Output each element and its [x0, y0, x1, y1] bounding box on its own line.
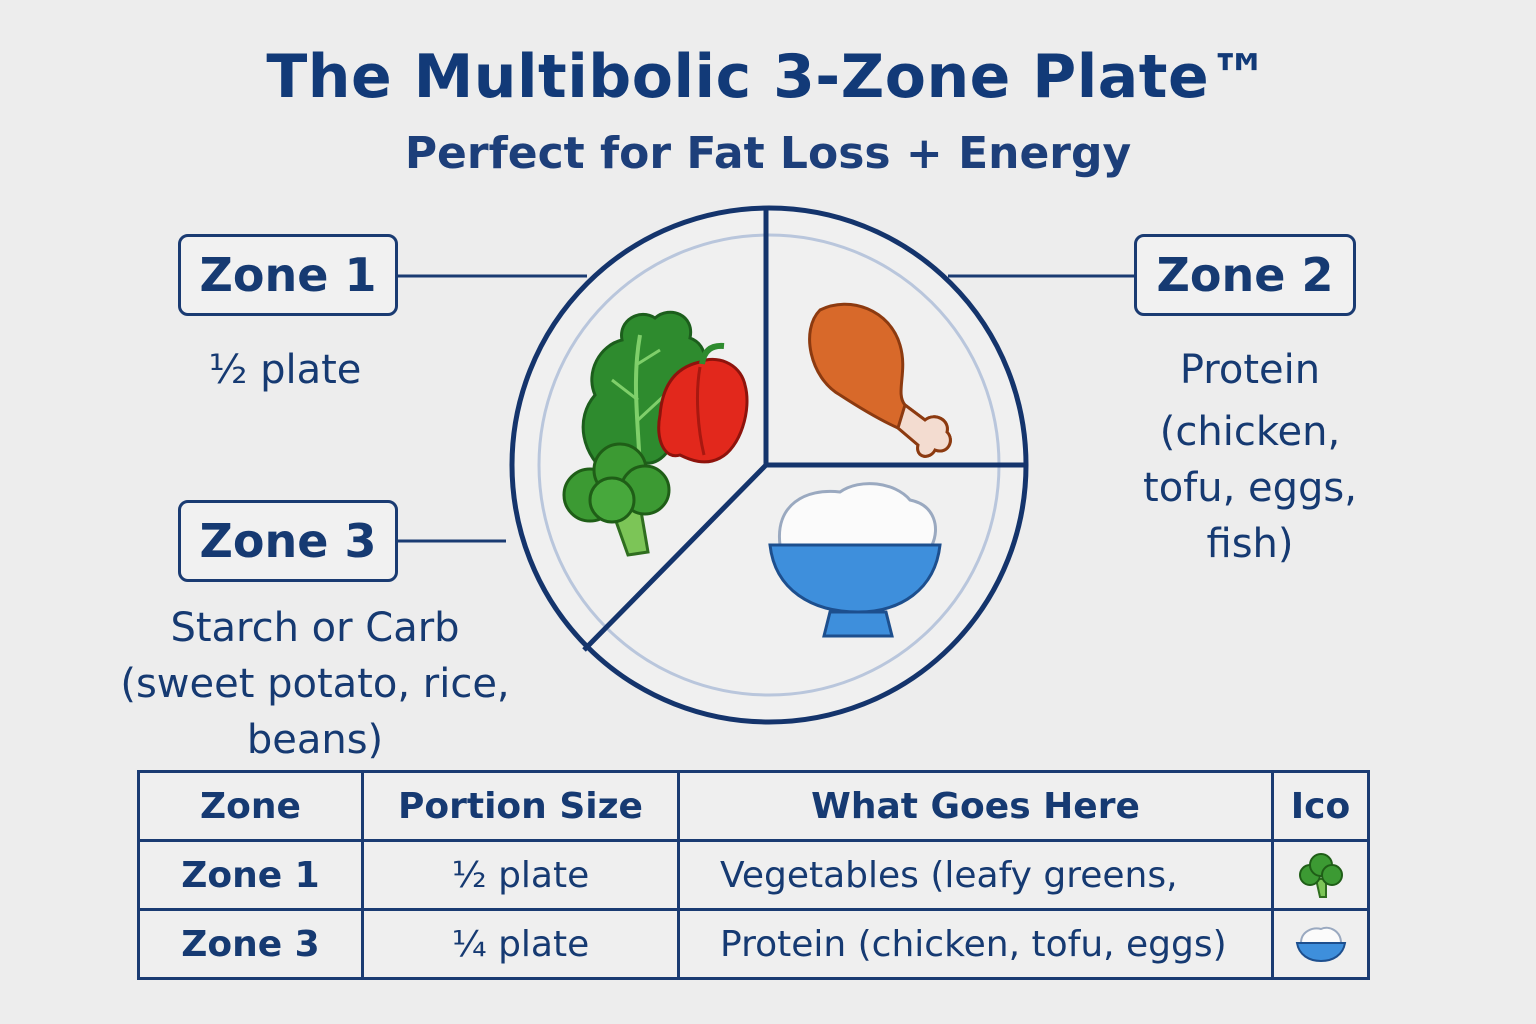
zone-2-note-line: (chicken, — [1159, 409, 1341, 455]
rice-bowl-icon — [768, 482, 942, 638]
row-portion: ½ plate — [361, 839, 680, 911]
bell-pepper-icon — [657, 342, 749, 464]
zone-2-note-line: Protein — [1179, 347, 1321, 393]
header-what-goes-here: What Goes Here — [677, 770, 1274, 842]
row-icon-cell — [1271, 908, 1370, 980]
page-title: The Multibolic 3-Zone Plate™ — [266, 42, 1270, 112]
header-icon: Ico — [1271, 770, 1370, 842]
zone-3-note: Starch or Carb (sweet potato, rice, bean… — [110, 600, 520, 768]
row-zone: Zone 3 — [137, 908, 364, 980]
table-header-row: Zone Portion Size What Goes Here Ico — [137, 770, 1370, 842]
row-icon-cell — [1271, 839, 1370, 911]
zone-3-note-line: beans) — [246, 717, 384, 763]
row-zone: Zone 1 — [137, 839, 364, 911]
zone-3-label: Zone 3 — [178, 500, 398, 582]
zone-2-note-line: fish) — [1206, 521, 1294, 567]
page-subtitle: Perfect for Fat Loss + Energy — [404, 128, 1132, 179]
zone-summary-table: Zone Portion Size What Goes Here Ico Zon… — [137, 770, 1370, 980]
zone-3-note-line: Starch or Carb — [170, 605, 460, 651]
zone-1-note: ½ plate — [160, 342, 410, 398]
zone-1-label-text: Zone 1 — [199, 248, 377, 302]
zone-1-note-line: ½ plate — [208, 347, 362, 393]
row-what: Vegetables (leafy greens, — [677, 839, 1274, 911]
row-portion: ¼ plate — [361, 908, 680, 980]
table-row: Zone 1 ½ plate Vegetables (leafy greens, — [137, 839, 1370, 911]
header-portion-size: Portion Size — [361, 770, 680, 842]
plate-divider-left — [582, 463, 768, 652]
broccoli-icon — [1298, 853, 1343, 898]
zone-3-note-line: (sweet potato, rice, — [120, 661, 510, 707]
zone-3-label-text: Zone 3 — [199, 514, 377, 568]
zone-1-label: Zone 1 — [178, 234, 398, 316]
zone-2-label: Zone 2 — [1134, 234, 1356, 316]
rice-bowl-icon — [1295, 926, 1346, 963]
header-zone: Zone — [137, 770, 364, 842]
zone-2-note: Protein (chicken, tofu, eggs, fish) — [1105, 342, 1395, 572]
broccoli-icon — [562, 442, 671, 557]
zone-2-label-text: Zone 2 — [1156, 248, 1334, 302]
row-what: Protein (chicken, tofu, eggs) — [677, 908, 1274, 980]
table-row: Zone 3 ¼ plate Protein (chicken, tofu, e… — [137, 908, 1370, 980]
chicken-drumstick-icon — [808, 302, 952, 458]
zone-2-note-line: tofu, eggs, — [1143, 465, 1357, 511]
